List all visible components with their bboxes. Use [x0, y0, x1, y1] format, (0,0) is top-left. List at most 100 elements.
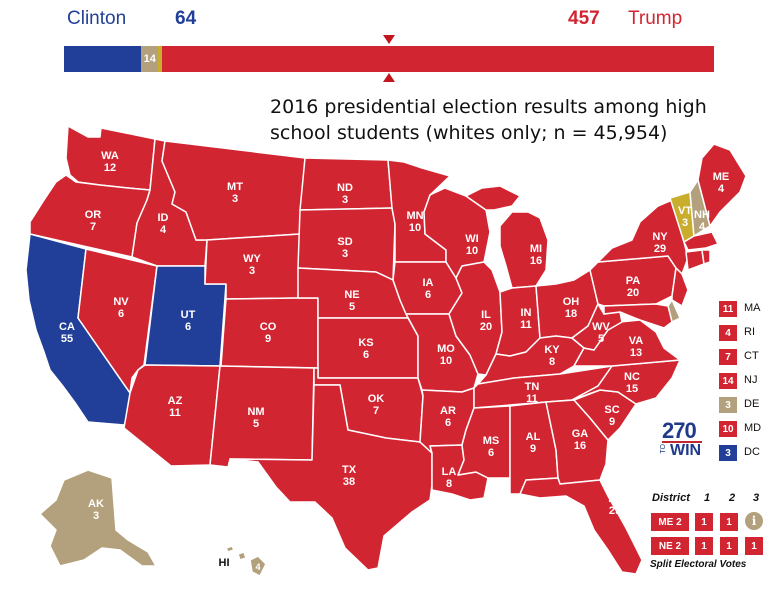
split-cell-me2-1[interactable]: 1 [694, 512, 714, 532]
state-label-ak-abbr: AK [88, 498, 104, 510]
split-cell-me2-2[interactable]: 1 [719, 512, 739, 532]
clinton-name: Clinton [67, 8, 127, 29]
state-label-nv-abbr: NV [113, 296, 129, 308]
majority-marker-top [383, 35, 395, 44]
state-ma[interactable] [683, 231, 719, 251]
small-state-abbr-de: DE [744, 398, 760, 410]
split-row-ne2[interactable]: NE 2 [650, 536, 690, 556]
state-mi-up[interactable] [465, 185, 521, 211]
state-label-ut-abbr: UT [181, 309, 196, 321]
state-ak[interactable] [39, 469, 157, 567]
state-label-oh-ev: 18 [565, 308, 577, 320]
state-label-la-abbr: LA [442, 466, 457, 478]
state-label-wa-abbr: WA [101, 150, 119, 162]
state-label-fl-ev: 29 [609, 505, 621, 517]
state-label-nc-ev: 15 [626, 383, 638, 395]
state-label-id-ev: 4 [160, 224, 167, 236]
state-label-mo-abbr: MO [437, 343, 455, 355]
other-bar-segment: 14 [141, 46, 159, 72]
state-label-ky-ev: 8 [549, 356, 555, 368]
state-label-tn-ev: 11 [526, 393, 538, 405]
state-label-ia-ev: 6 [425, 289, 431, 301]
state-label-nd-ev: 3 [342, 194, 348, 206]
small-state-ev-ma[interactable]: 11 [718, 300, 738, 318]
logo-win: WIN [670, 442, 702, 459]
state-label-nd-abbr: ND [337, 182, 353, 194]
state-label-ok-abbr: OK [368, 393, 385, 405]
state-nc[interactable] [571, 359, 681, 405]
state-hi-3[interactable] [225, 545, 235, 553]
state-label-nm-abbr: NM [247, 406, 264, 418]
small-state-ev-md[interactable]: 10 [718, 420, 738, 438]
state-label-ne-ev: 5 [349, 301, 355, 313]
state-label-ga-abbr: GA [572, 428, 589, 440]
state-label-fl-abbr: FL [608, 493, 622, 505]
small-state-abbr-nj: NJ [744, 374, 758, 386]
map-caption: 2016 presidential election results among… [270, 96, 707, 144]
state-label-il-ev: 20 [480, 321, 492, 333]
split-cell-ne2-2[interactable]: 1 [719, 536, 739, 556]
state-fl[interactable] [519, 477, 643, 575]
state-mi[interactable] [499, 211, 549, 289]
small-state-abbr-md: MD [744, 422, 762, 434]
trump-name: Trump [628, 8, 683, 29]
state-md[interactable] [603, 303, 673, 329]
state-label-ne-abbr: NE [344, 289, 359, 301]
state-label-mi-ev: 16 [530, 255, 542, 267]
state-label-id-abbr: ID [158, 212, 169, 224]
small-state-ev-nj[interactable]: 14 [718, 372, 738, 390]
electoral-tally-bar: 14 [64, 46, 714, 72]
270towin-logo[interactable]: 270 TO WIN [658, 418, 704, 466]
state-label-sd-ev: 3 [342, 248, 348, 260]
state-label-ia-abbr: IA [423, 277, 434, 289]
info-icon[interactable]: i [745, 512, 763, 530]
state-ct[interactable] [685, 249, 705, 271]
state-label-al-ev: 9 [530, 443, 536, 455]
state-label-wv-ev: 5 [598, 333, 604, 345]
small-state-abbr-ma: MA [744, 302, 761, 314]
state-label-sd-abbr: SD [337, 236, 352, 248]
small-state-ev-ct[interactable]: 7 [718, 348, 738, 366]
state-label-mn-abbr: MN [406, 210, 423, 222]
state-label-wi-abbr: WI [465, 233, 478, 245]
state-tx[interactable] [229, 384, 433, 571]
state-label-in-ev: 11 [520, 319, 532, 331]
state-label-la-ev: 8 [446, 478, 452, 490]
state-label-mt-abbr: MT [227, 181, 243, 193]
state-label-wi-ev: 10 [466, 245, 478, 257]
small-state-ev-ri[interactable]: 4 [718, 324, 738, 342]
logo-to: TO [660, 444, 667, 454]
split-row-me2[interactable]: ME 2 [650, 512, 690, 532]
state-label-ms-ev: 6 [488, 447, 494, 459]
state-label-oh-abbr: OH [563, 296, 580, 308]
state-label-hi-ev: 4 [255, 562, 260, 572]
split-cell-ne2-1[interactable]: 1 [694, 536, 714, 556]
trump-bar-segment [161, 46, 714, 72]
state-label-az-abbr: AZ [168, 395, 183, 407]
state-hi-2[interactable] [237, 551, 247, 561]
split-header-district: District [652, 492, 690, 504]
state-label-tx-abbr: TX [342, 464, 357, 476]
split-col-1: 1 [704, 492, 711, 504]
state-label-tn-abbr: TN [525, 381, 540, 393]
state-label-mo-ev: 10 [440, 355, 452, 367]
state-label-al-abbr: AL [526, 431, 541, 443]
state-me[interactable] [697, 143, 747, 227]
state-label-sc-abbr: SC [604, 404, 619, 416]
state-nj[interactable] [671, 267, 689, 307]
state-label-ms-abbr: MS [483, 435, 500, 447]
split-cell-ne2-3[interactable]: 1 [744, 536, 764, 556]
small-state-ev-dc[interactable]: 3 [718, 444, 738, 462]
state-label-wy-ev: 3 [249, 265, 255, 277]
split-electoral-votes-table: District 1 2 3 ME 2 1 1 i NE 2 1 1 1 Spl… [648, 492, 773, 572]
state-label-ks-ev: 6 [363, 349, 369, 361]
state-label-nc-abbr: NC [624, 371, 640, 383]
state-ri[interactable] [701, 249, 711, 265]
small-state-ev-de[interactable]: 3 [718, 396, 738, 414]
state-label-ga-ev: 16 [574, 440, 586, 452]
state-hi[interactable] [249, 555, 267, 577]
state-label-mi-abbr: MI [530, 243, 542, 255]
state-label-pa-abbr: PA [626, 275, 641, 287]
state-wv[interactable] [571, 303, 623, 351]
